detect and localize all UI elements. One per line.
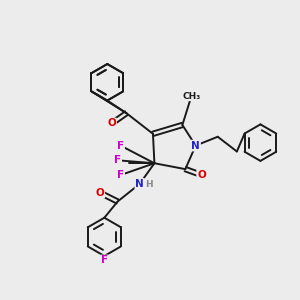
Text: F: F	[114, 155, 121, 165]
Text: F: F	[101, 255, 108, 266]
Text: N: N	[135, 179, 144, 189]
Text: O: O	[96, 188, 104, 198]
Text: F: F	[117, 141, 124, 151]
Text: O: O	[107, 118, 116, 128]
Text: F: F	[117, 170, 124, 180]
Text: CH₃: CH₃	[182, 92, 200, 100]
Text: O: O	[197, 170, 206, 180]
Text: H: H	[145, 180, 153, 189]
Text: N: N	[191, 141, 200, 151]
